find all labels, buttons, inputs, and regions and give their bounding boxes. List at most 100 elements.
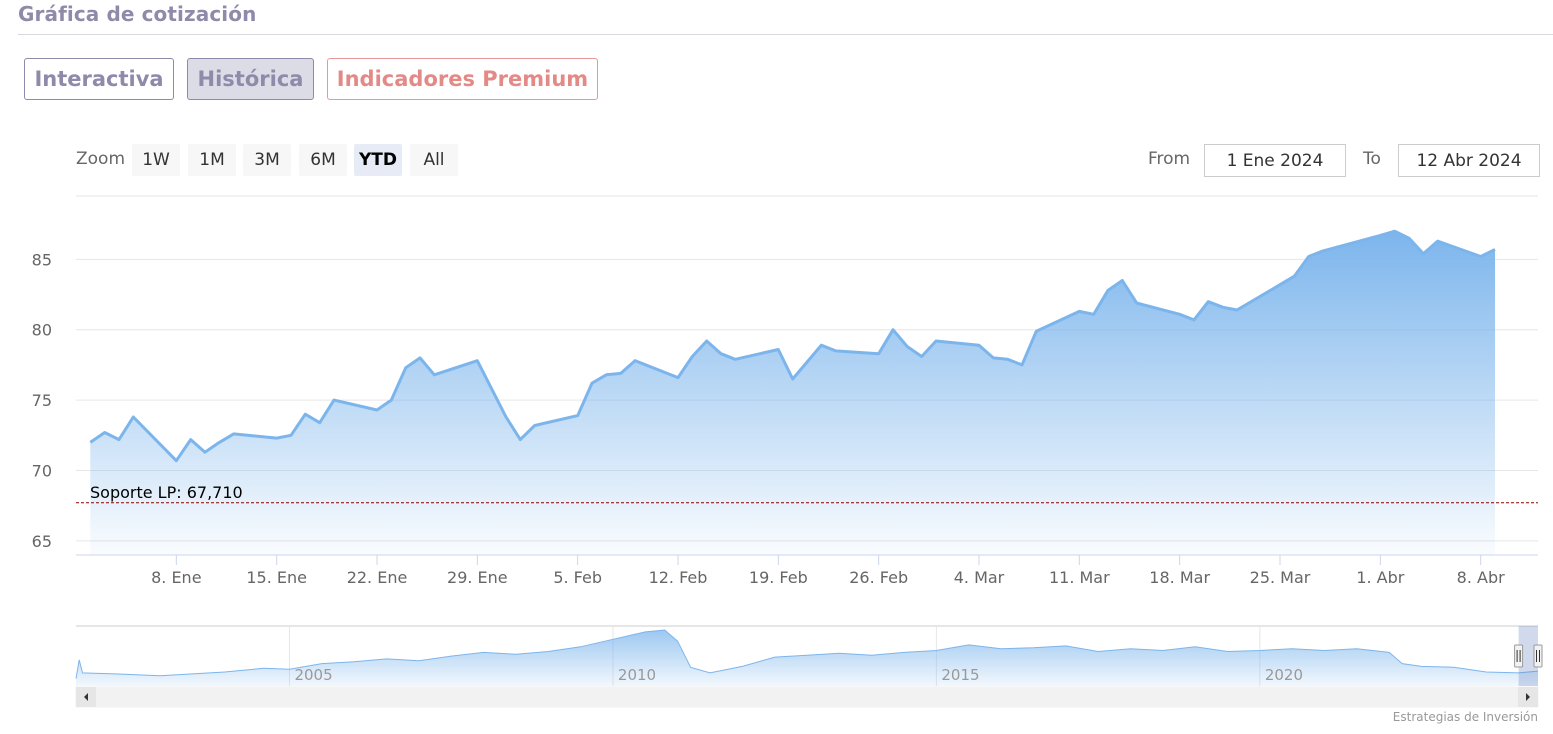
data-point	[893, 329, 894, 330]
data-point	[1208, 301, 1209, 302]
data-point	[979, 345, 980, 346]
data-point	[1122, 280, 1123, 281]
arrow-right-icon	[1526, 693, 1530, 701]
data-point	[678, 377, 679, 378]
price-area	[89, 229, 1496, 555]
data-point	[735, 359, 736, 360]
data-point	[276, 438, 277, 439]
title-divider	[18, 34, 1553, 35]
data-point	[119, 439, 120, 440]
data-point	[807, 362, 808, 363]
area-fill	[90, 231, 1495, 555]
navigator-year-label: 2005	[294, 666, 332, 684]
credits[interactable]: Estrategias de Inversión	[1392, 710, 1538, 724]
x-tick-label: 25. Mar	[1250, 568, 1311, 587]
navigator-area	[76, 630, 1538, 686]
x-tick-label: 4. Mar	[954, 568, 1005, 587]
handle-body[interactable]	[1533, 644, 1543, 668]
data-point	[534, 425, 535, 426]
to-label: To	[1363, 149, 1381, 169]
navigator-handle-left[interactable]	[1514, 644, 1524, 668]
navigator-selected-range[interactable]	[1518, 626, 1538, 686]
data-point	[104, 432, 105, 433]
data-point	[334, 400, 335, 401]
x-tick-label: 12. Feb	[649, 568, 708, 587]
data-point	[835, 350, 836, 351]
navigator-year-label: 2020	[1265, 666, 1303, 684]
data-point	[1480, 256, 1481, 257]
y-tick-label: 80	[32, 321, 52, 340]
from-date-input[interactable]: 1 Ene 2024	[1204, 144, 1346, 177]
from-label: From	[1148, 149, 1191, 169]
data-point	[706, 341, 707, 342]
data-point	[506, 417, 507, 418]
arrow-left-icon	[84, 693, 88, 701]
data-point	[305, 414, 306, 415]
zoom-button-1m[interactable]: 1M	[188, 144, 236, 176]
data-point	[1222, 307, 1223, 308]
data-point	[1380, 235, 1381, 236]
data-point	[592, 383, 593, 384]
data-point	[907, 346, 908, 347]
zoom-button-3m[interactable]: 3M	[243, 144, 291, 176]
handle-body[interactable]	[1514, 644, 1524, 668]
data-point	[692, 356, 693, 357]
x-tick-label: 5. Feb	[553, 568, 602, 587]
tab-historica[interactable]: Histórica	[187, 58, 314, 100]
data-point	[477, 360, 478, 361]
tab-interactiva[interactable]: Interactiva	[24, 58, 174, 100]
data-point	[1007, 359, 1008, 360]
data-point	[1136, 303, 1137, 304]
data-point	[620, 373, 621, 374]
data-point	[878, 353, 879, 354]
y-tick-label: 70	[32, 462, 52, 481]
navigator-handle-right[interactable]	[1533, 644, 1543, 668]
data-point	[778, 349, 779, 350]
y-tick-label: 65	[32, 532, 52, 551]
x-tick-label: 29. Ene	[447, 568, 508, 587]
data-point	[405, 367, 406, 368]
data-point	[434, 374, 435, 375]
data-point	[921, 356, 922, 357]
data-point	[1294, 276, 1295, 277]
x-tick-label: 11. Mar	[1049, 568, 1110, 587]
y-tick-label: 75	[32, 391, 52, 410]
zoom-button-ytd[interactable]: YTD	[354, 144, 402, 176]
data-point	[491, 388, 492, 389]
data-point	[90, 442, 91, 443]
data-point	[420, 357, 421, 358]
data-point	[1093, 314, 1094, 315]
zoom-label: Zoom	[76, 149, 126, 169]
tab-indicadores-premium[interactable]: Indicadores Premium	[327, 58, 598, 100]
data-point	[319, 422, 320, 423]
data-point	[577, 415, 578, 416]
price-line	[89, 229, 1496, 463]
support-label: Soporte LP: 67,710	[90, 483, 243, 502]
data-point	[721, 353, 722, 354]
x-tick-label: 22. Ene	[347, 568, 408, 587]
data-point	[391, 400, 392, 401]
data-point	[377, 410, 378, 411]
y-tick-label: 85	[32, 250, 52, 269]
page-title: Gráfica de cotización	[18, 2, 257, 26]
to-date-input[interactable]: 12 Abr 2024	[1398, 144, 1540, 177]
zoom-button-all[interactable]: All	[410, 144, 458, 176]
data-point	[1022, 364, 1023, 365]
data-point	[1323, 250, 1324, 251]
data-point	[821, 345, 822, 346]
data-point	[205, 452, 206, 453]
navigator-year-label: 2015	[941, 666, 979, 684]
data-point	[219, 442, 220, 443]
data-point	[291, 435, 292, 436]
data-point	[1495, 249, 1496, 250]
zoom-button-6m[interactable]: 6M	[299, 144, 347, 176]
data-point	[1237, 310, 1238, 311]
zoom-button-1w[interactable]: 1W	[132, 144, 180, 176]
data-point	[1280, 284, 1281, 285]
data-point	[176, 460, 177, 461]
data-point	[993, 357, 994, 358]
scrollbar-track[interactable]	[75, 686, 1539, 708]
navigator[interactable]: 2005 2010 2015 2020	[75, 625, 1543, 708]
x-tick-label: 26. Feb	[849, 568, 908, 587]
